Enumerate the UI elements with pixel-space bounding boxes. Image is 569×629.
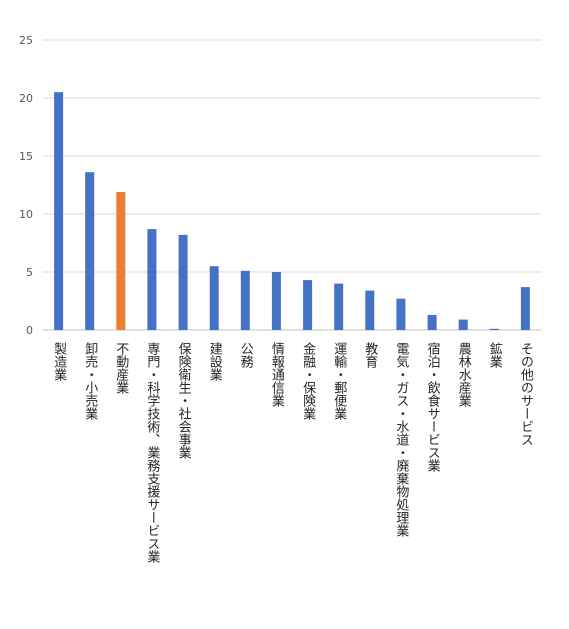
x-category-label: 保険衛生・社会事業 xyxy=(176,342,192,459)
grid-lines xyxy=(43,39,541,331)
bar xyxy=(334,283,344,330)
x-category-label: 教育 xyxy=(362,341,378,369)
bar xyxy=(520,287,530,330)
y-tick-label: 15 xyxy=(19,150,33,163)
x-category-label: 製造業 xyxy=(51,342,67,381)
x-category-label: 建設業 xyxy=(207,342,223,381)
bar xyxy=(489,328,499,330)
x-axis-labels: 製造業 卸売・小売業 不動産業 専門・科学技術、業務支援サービス業 保険衛生・社会事業建… xyxy=(51,341,533,563)
x-category-label: 鉱業 xyxy=(487,341,503,368)
bar xyxy=(458,319,468,330)
x-category-label: 不動産業 xyxy=(113,342,129,394)
x-category-label: 農林水産業 xyxy=(456,342,472,407)
bar xyxy=(54,92,64,330)
y-axis-ticks: 0 5 10 15 20 25 xyxy=(19,34,33,337)
bar xyxy=(396,298,406,330)
y-tick-label: 10 xyxy=(19,208,33,221)
x-category-label: 宿泊・飲食サービス業 xyxy=(425,341,441,472)
x-category-label: 金融・保険業 xyxy=(300,341,316,420)
x-category-label: 運輸・郵便業 xyxy=(331,342,347,420)
bar xyxy=(303,280,313,330)
bar xyxy=(85,172,95,330)
y-tick-label: 5 xyxy=(26,266,33,279)
x-category-label: 公務 xyxy=(238,342,254,369)
bar xyxy=(178,234,188,330)
y-tick-label: 0 xyxy=(26,324,33,337)
bar xyxy=(240,270,250,330)
x-category-label: 専門・科学技術、業務支援サービス業 xyxy=(144,342,160,563)
y-tick-label: 20 xyxy=(19,92,33,105)
x-category-label: その他のサービス xyxy=(518,342,534,446)
bar xyxy=(147,229,157,330)
y-tick-label: 25 xyxy=(19,34,33,47)
bar xyxy=(427,314,437,330)
x-category-label: 卸売・小売業 xyxy=(82,341,98,420)
bar xyxy=(365,290,375,330)
x-category-label: 情報通信業 xyxy=(269,342,285,407)
x-category-label: 電気・ガス・水道・廃棄物処理業 xyxy=(393,342,409,537)
bar xyxy=(271,272,281,330)
bars xyxy=(54,92,530,330)
bar xyxy=(116,192,126,330)
bar xyxy=(209,266,219,330)
